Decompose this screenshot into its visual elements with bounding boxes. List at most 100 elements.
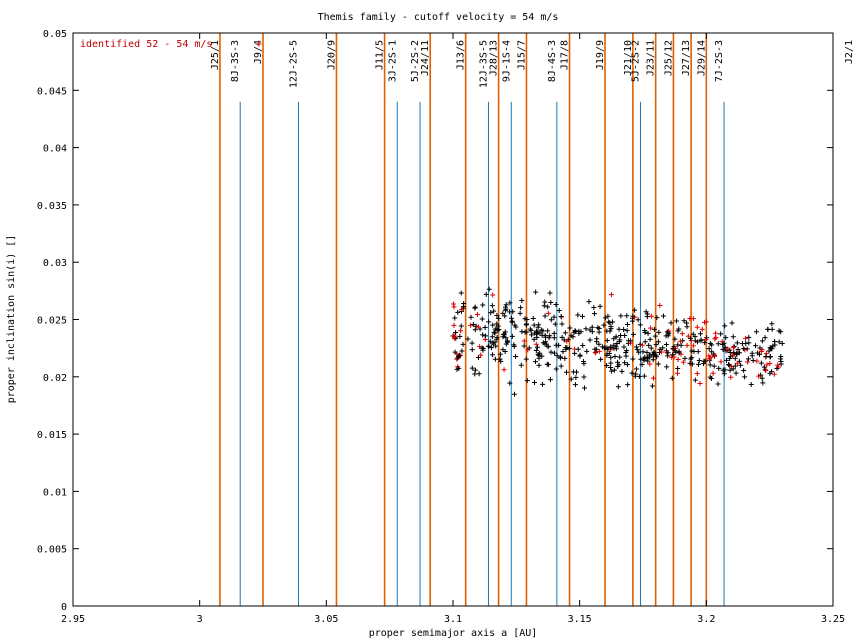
family-point xyxy=(624,313,630,319)
y-tick-label: 0.045 xyxy=(37,86,67,97)
resonance-label: 12J-3S-5 xyxy=(478,40,489,88)
identified-point xyxy=(475,324,481,330)
family-point xyxy=(637,341,643,347)
family-point xyxy=(757,345,763,351)
family-point xyxy=(469,347,475,353)
identified-point xyxy=(639,342,645,348)
family-point xyxy=(600,344,606,350)
family-point xyxy=(508,315,514,321)
family-point xyxy=(469,365,475,371)
family-point xyxy=(698,338,704,344)
resonance-label: 3J-2S-1 xyxy=(387,40,398,82)
family-point xyxy=(479,345,485,351)
family-point xyxy=(738,362,744,368)
family-point xyxy=(537,350,543,356)
family-point xyxy=(694,339,700,345)
family-point xyxy=(642,339,648,345)
family-point xyxy=(573,375,579,381)
family-point xyxy=(524,329,530,335)
family-point xyxy=(456,365,462,371)
identified-point xyxy=(675,356,681,362)
identified-point xyxy=(734,360,740,366)
family-point xyxy=(707,374,713,380)
family-point xyxy=(581,358,587,364)
resonance-label: J17/8 xyxy=(560,40,571,70)
family-point xyxy=(645,358,651,364)
y-tick-label: 0.02 xyxy=(43,373,67,384)
family-point xyxy=(616,339,622,345)
resonance-label: 5J-2S-2 xyxy=(630,40,641,82)
family-point xyxy=(542,334,548,340)
identified-point xyxy=(458,328,464,334)
family-point xyxy=(469,340,475,346)
family-point xyxy=(613,344,619,350)
family-point xyxy=(616,326,622,332)
family-point xyxy=(545,344,551,350)
family-point xyxy=(688,356,694,362)
family-point xyxy=(542,313,548,319)
family-point xyxy=(778,354,784,360)
family-point xyxy=(455,353,461,359)
family-point xyxy=(472,305,478,311)
identified-point xyxy=(690,316,696,322)
family-point xyxy=(743,341,749,347)
family-point xyxy=(479,316,485,322)
family-point xyxy=(486,286,492,292)
resonance-label: J23/11 xyxy=(646,40,657,76)
scatter-points xyxy=(450,286,785,397)
resonance-label: J2/1 xyxy=(844,40,855,64)
family-point xyxy=(611,367,617,373)
identified-point xyxy=(713,335,719,341)
family-point xyxy=(762,335,768,341)
resonance-label: J25/12 xyxy=(663,40,674,76)
family-point xyxy=(559,321,565,327)
family-point xyxy=(534,344,540,350)
identified-point xyxy=(564,338,570,344)
family-point xyxy=(729,320,735,326)
family-point xyxy=(608,355,614,361)
resonance-lines xyxy=(219,33,725,606)
family-point xyxy=(702,340,708,346)
family-point xyxy=(523,322,529,328)
family-point xyxy=(644,314,650,320)
family-point xyxy=(687,360,693,366)
y-tick-label: 0.04 xyxy=(43,144,67,155)
family-point xyxy=(715,341,721,347)
identified-point xyxy=(771,371,777,377)
family-point xyxy=(455,309,461,315)
family-point xyxy=(532,359,538,365)
family-point xyxy=(753,343,759,349)
family-point xyxy=(745,356,751,362)
y-tick-label: 0.01 xyxy=(43,487,67,498)
identified-point xyxy=(697,380,703,386)
x-tick-label: 2.95 xyxy=(61,614,85,625)
family-point xyxy=(575,312,581,318)
family-point xyxy=(497,356,503,362)
family-point xyxy=(664,329,670,335)
family-point xyxy=(692,377,698,383)
family-point xyxy=(734,340,740,346)
identified-point xyxy=(763,367,769,373)
identified-point xyxy=(596,348,602,354)
family-point xyxy=(571,329,577,335)
family-point xyxy=(583,326,589,332)
family-point xyxy=(650,357,656,363)
family-point xyxy=(545,328,551,334)
x-axis-label: proper semimajor axis a [AU] xyxy=(369,628,538,639)
family-point xyxy=(716,365,722,371)
family-point xyxy=(629,370,635,376)
family-point xyxy=(636,349,642,355)
family-point xyxy=(521,343,527,349)
family-point xyxy=(553,366,559,372)
family-point xyxy=(491,329,497,335)
family-point xyxy=(587,327,593,333)
family-point xyxy=(498,358,504,364)
family-point xyxy=(483,333,489,339)
family-point xyxy=(734,351,740,357)
family-point xyxy=(651,326,657,332)
family-point xyxy=(519,329,525,335)
family-point xyxy=(728,353,734,359)
family-point xyxy=(696,357,702,363)
identified-point xyxy=(699,326,705,332)
family-point xyxy=(715,381,721,387)
